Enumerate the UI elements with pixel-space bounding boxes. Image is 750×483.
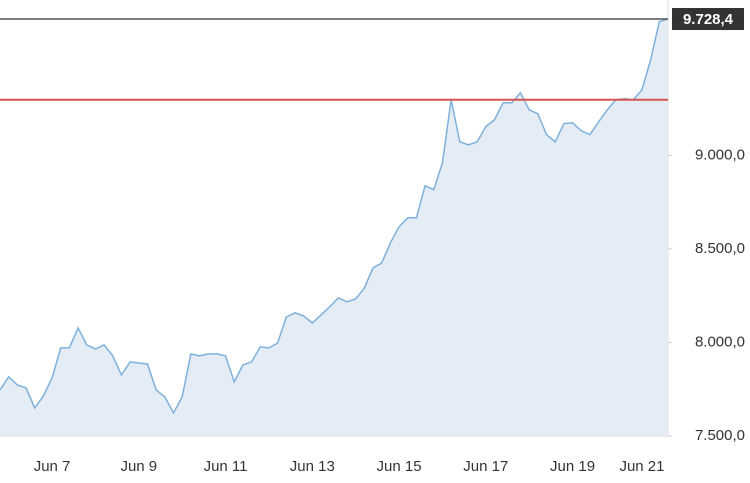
x-tick-label: Jun 19 bbox=[550, 458, 595, 475]
y-tick-label: 8.500,0 bbox=[695, 240, 745, 257]
x-tick-label: Jun 17 bbox=[463, 458, 508, 475]
x-tick-label: Jun 11 bbox=[204, 458, 248, 475]
y-tick-label: 7.500,0 bbox=[695, 427, 745, 444]
y-tick-label: 9.000,0 bbox=[695, 146, 745, 163]
last-value-box bbox=[672, 8, 744, 31]
price-line bbox=[0, 18, 669, 415]
x-tick-label: Jun 13 bbox=[290, 458, 335, 475]
x-tick-label: Jun 15 bbox=[377, 458, 422, 475]
x-tick-label: Jun 21 bbox=[619, 458, 664, 475]
x-tick-label: Jun 9 bbox=[120, 458, 157, 475]
y-tick-label: 8.000,0 bbox=[695, 333, 745, 350]
last-value-label: 9.728,4 bbox=[683, 11, 734, 28]
x-tick-label: Jun 7 bbox=[34, 458, 71, 475]
area-fill bbox=[0, 19, 668, 436]
